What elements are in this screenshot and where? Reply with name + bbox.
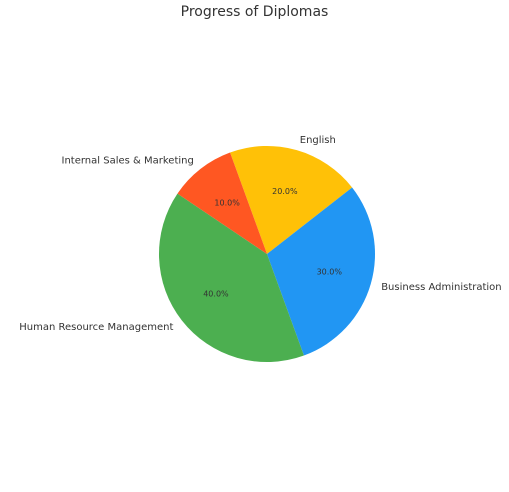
slice-label-0: English (300, 135, 336, 146)
slice-label-3: Internal Sales & Marketing (62, 155, 194, 166)
pie-slices (158, 145, 376, 363)
slice-label-1: Business Administration (381, 282, 501, 293)
chart-title: Progress of Diplomas (180, 4, 329, 20)
pie-slice-1 (267, 187, 376, 356)
pie-slice-0 (230, 145, 353, 254)
pie-slice-2 (158, 193, 304, 363)
slice-percent-0: 20.0% (272, 187, 298, 196)
slice-percent-2: 40.0% (203, 289, 229, 298)
slice-label-2: Human Resource Management (19, 322, 173, 333)
slice-percent-1: 30.0% (317, 267, 343, 276)
pie-slice-3 (177, 152, 267, 254)
pie-labels: English 20.0% Business Administration 30.0%… (19, 135, 501, 333)
slice-percent-3: 10.0% (214, 198, 240, 207)
